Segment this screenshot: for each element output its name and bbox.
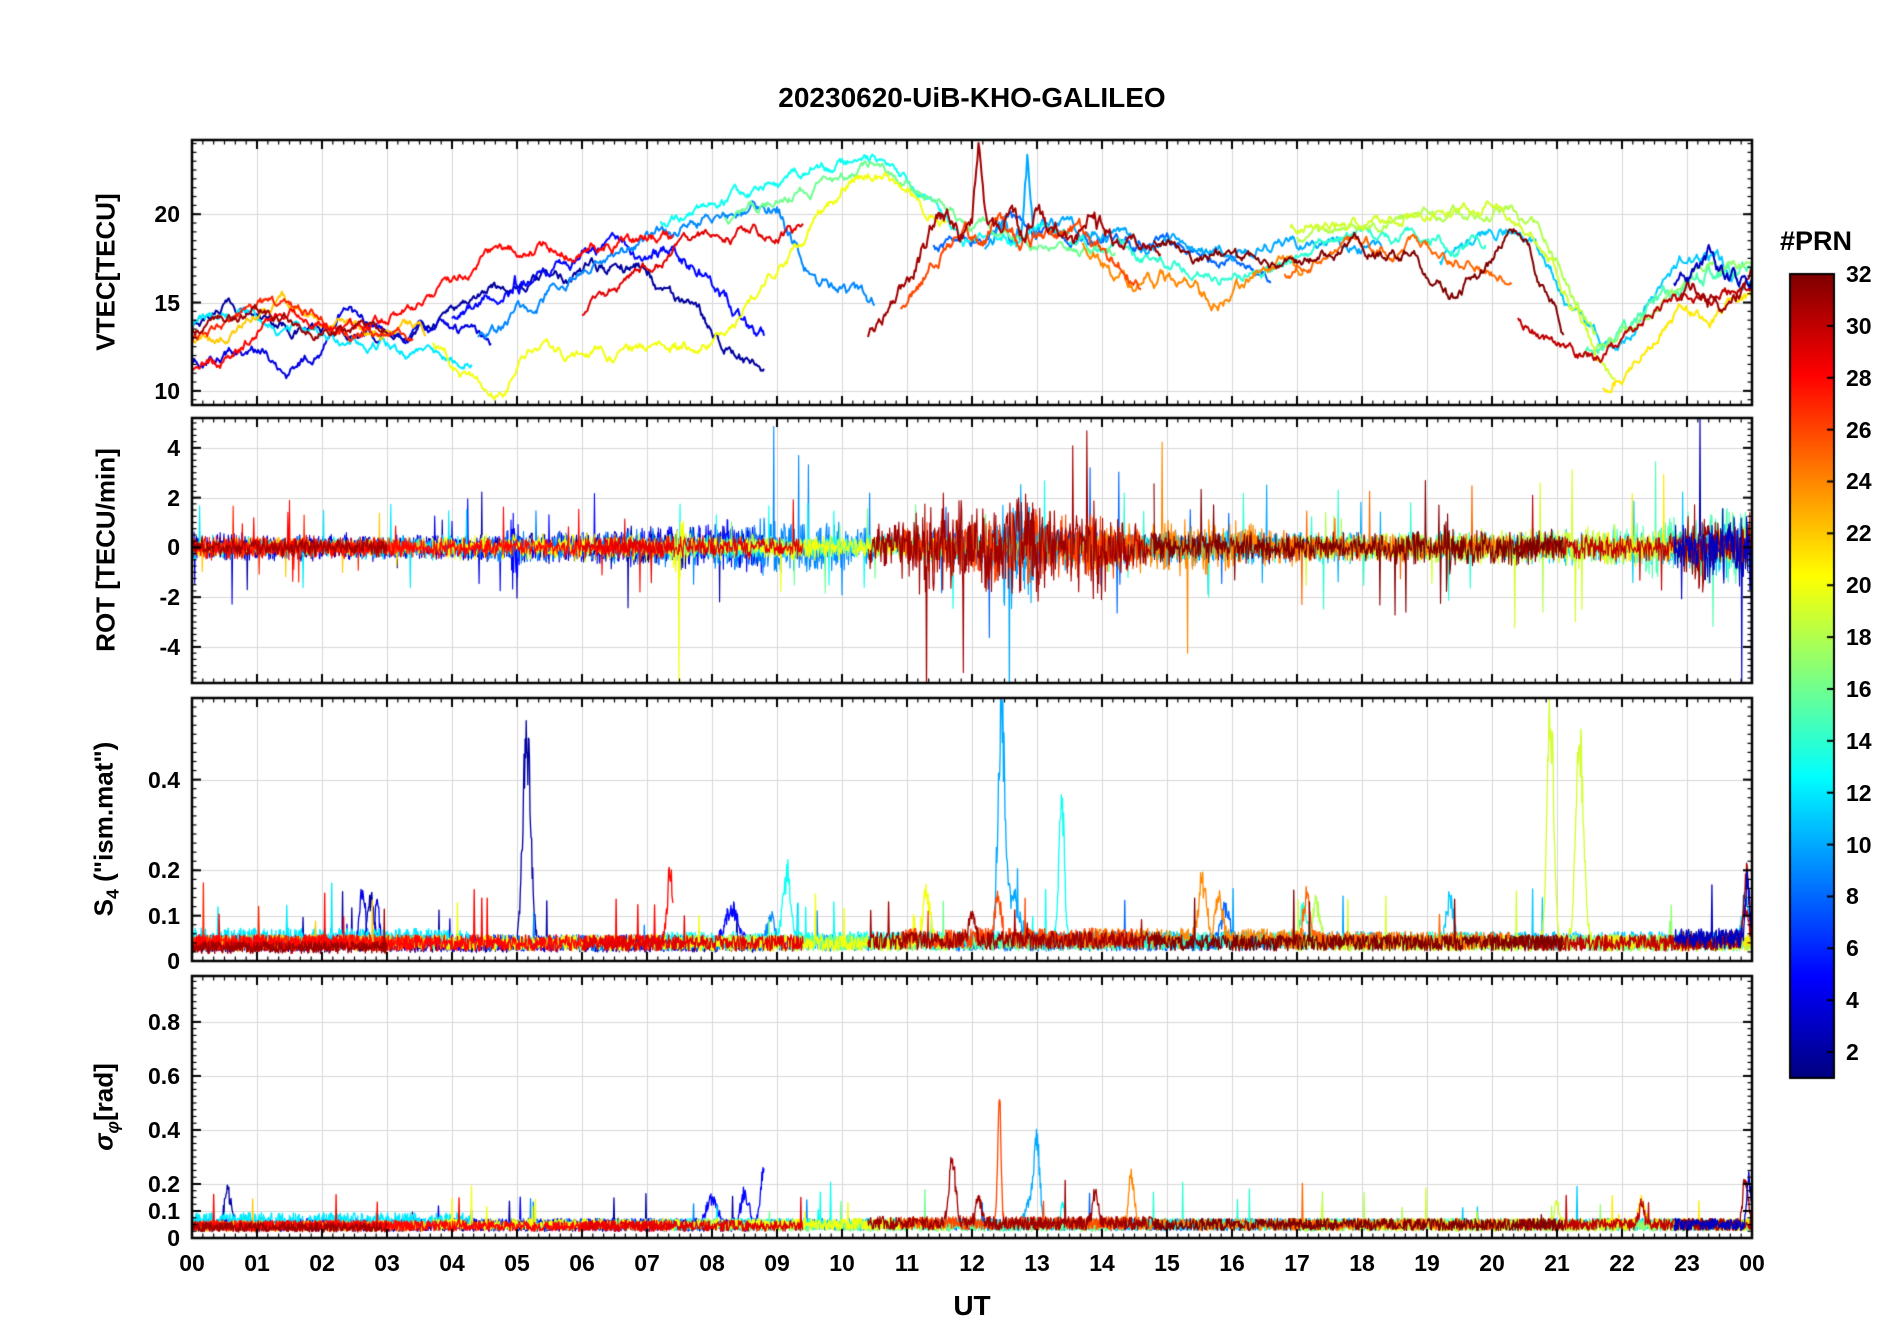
x-tick-label: 14 xyxy=(1089,1250,1115,1276)
x-tick-label: 17 xyxy=(1284,1250,1310,1276)
colorbar-tick-label: 10 xyxy=(1846,831,1872,858)
y-tick-label: 4 xyxy=(167,434,180,461)
colorbar-tick-label: 28 xyxy=(1846,364,1872,391)
x-tick-label: 19 xyxy=(1414,1250,1440,1276)
chart-title: 20230620-UiB-KHO-GALILEO xyxy=(778,82,1166,113)
x-tick-label: 05 xyxy=(504,1250,530,1276)
y-tick-label: 0.2 xyxy=(148,1170,180,1197)
y-tick-label: 0 xyxy=(167,1225,180,1251)
xlabel: UT xyxy=(953,1290,991,1321)
colorbar-tick-label: 4 xyxy=(1846,987,1859,1014)
x-tick-label: 07 xyxy=(634,1250,660,1276)
y-tick-label: 20 xyxy=(154,201,180,228)
y-tick-label: -4 xyxy=(159,633,180,660)
x-tick-label: 06 xyxy=(569,1250,595,1276)
x-tick-label: 21 xyxy=(1544,1250,1570,1276)
colorbar-tick-label: 22 xyxy=(1846,520,1872,547)
x-tick-label: 04 xyxy=(439,1250,465,1276)
y-tick-label: 15 xyxy=(154,289,180,316)
x-tick-label: 15 xyxy=(1154,1250,1180,1276)
colorbar-tick-label: 12 xyxy=(1846,779,1872,806)
y-tick-label: 0 xyxy=(167,534,180,561)
ylabel-s4-sub: 4 xyxy=(102,889,123,899)
y-tick-label: -2 xyxy=(159,584,180,611)
colorbar-tick-label: 2 xyxy=(1846,1039,1859,1066)
y-tick-label: 0.1 xyxy=(148,1197,180,1224)
x-tick-label: 10 xyxy=(829,1250,855,1276)
y-tick-label: 0.8 xyxy=(148,1008,180,1035)
colorbar-tick-label: 8 xyxy=(1846,883,1859,910)
x-tick-label: 16 xyxy=(1219,1250,1245,1276)
y-tick-label: 0.1 xyxy=(148,902,180,929)
y-tick-label: 10 xyxy=(154,377,180,404)
colorbar-label: #PRN xyxy=(1780,226,1853,256)
y-tick-label: 0.2 xyxy=(148,857,180,884)
x-tick-label: 11 xyxy=(894,1250,920,1276)
x-tick-label: 12 xyxy=(959,1250,985,1276)
x-tick-label: 01 xyxy=(244,1250,270,1276)
y-tick-label: 0.6 xyxy=(148,1062,180,1089)
x-tick-label: 00 xyxy=(179,1250,205,1276)
colorbar-tick-label: 20 xyxy=(1846,572,1872,599)
x-tick-label: 22 xyxy=(1609,1250,1635,1276)
x-tick-label: 18 xyxy=(1349,1250,1375,1276)
x-tick-label: 13 xyxy=(1024,1250,1050,1276)
x-tick-label: 20 xyxy=(1479,1250,1505,1276)
colorbar-tick-label: 16 xyxy=(1846,675,1872,702)
colorbar-tick-label: 14 xyxy=(1846,727,1872,754)
y-tick-label: 0 xyxy=(167,948,180,974)
colorbar-tick-label: 24 xyxy=(1846,468,1872,495)
x-tick-label: 03 xyxy=(374,1250,400,1276)
x-tick-label: 08 xyxy=(699,1250,725,1276)
x-tick-label: 23 xyxy=(1674,1250,1700,1276)
x-tick-label: 00 xyxy=(1739,1250,1765,1276)
y-tick-label: 0.4 xyxy=(148,766,180,793)
x-tick-label: 02 xyxy=(309,1250,335,1276)
colorbar-tick-label: 32 xyxy=(1846,261,1872,287)
colorbar-tick-label: 6 xyxy=(1846,935,1859,962)
colorbar-tick-label: 30 xyxy=(1846,312,1872,339)
colorbar-tick-label: 26 xyxy=(1846,416,1872,443)
y-tick-label: 2 xyxy=(167,484,180,511)
x-tick-label: 09 xyxy=(764,1250,790,1276)
y-tick-label: 0.4 xyxy=(148,1116,180,1143)
colorbar-tick-label: 18 xyxy=(1846,624,1872,651)
